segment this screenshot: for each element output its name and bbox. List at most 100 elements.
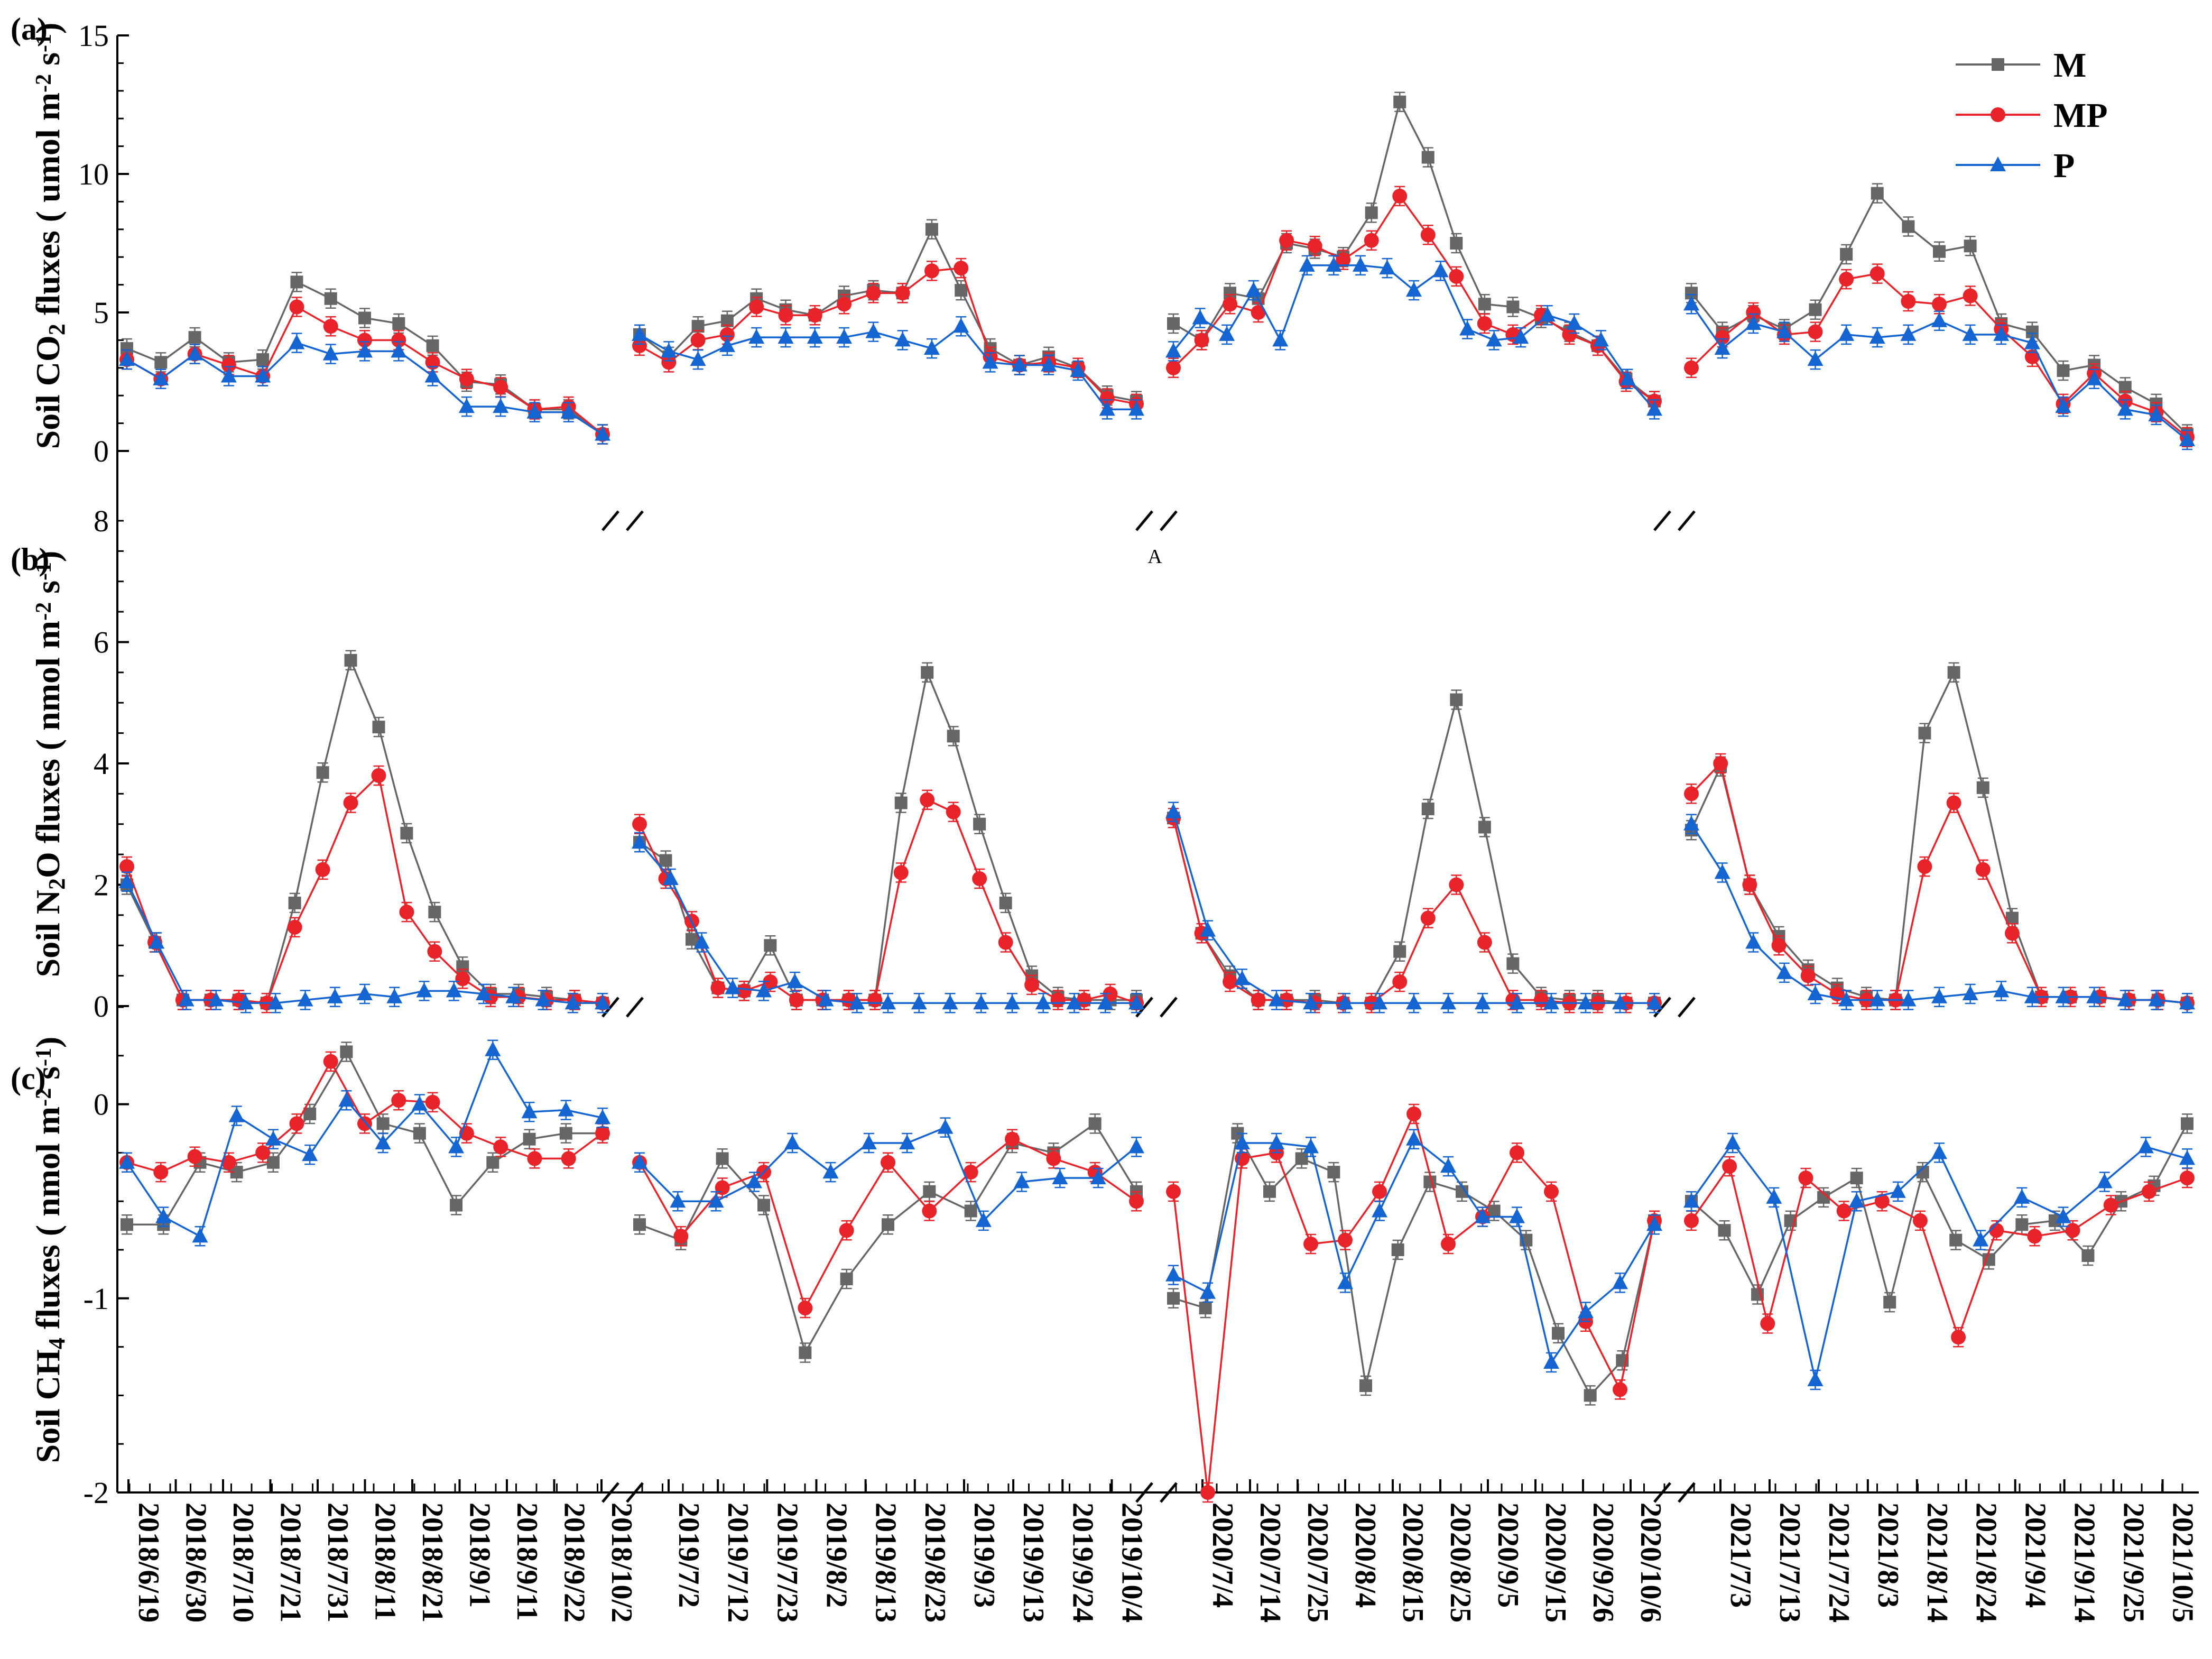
marker-square: [340, 1045, 353, 1058]
marker-triangle: [953, 318, 969, 333]
marker-triangle: [267, 994, 284, 1010]
marker-circle: [1613, 1382, 1627, 1397]
marker-circle: [673, 1229, 689, 1244]
marker-triangle: [880, 994, 896, 1010]
marker-circle: [946, 804, 961, 819]
marker-triangle: [1219, 326, 1235, 341]
marker-triangle: [595, 426, 610, 441]
legend-item: MP: [1956, 96, 2108, 135]
series-P-segment: [1683, 814, 2195, 1013]
series-MP-segment: [1166, 1103, 1662, 1503]
marker-triangle: [411, 1095, 428, 1111]
marker-circle: [1303, 1236, 1318, 1251]
marker-circle: [1963, 288, 1978, 303]
y-axis-label: Soil N2O fluxes ( nmol m-2 s-1): [29, 551, 70, 978]
marker-square: [376, 1117, 390, 1130]
axis-break-mark: [1653, 1482, 1671, 1503]
series-P-line: [1690, 1141, 2188, 1380]
marker-triangle: [1646, 994, 1662, 1010]
marker-triangle: [1269, 991, 1284, 1007]
marker-circle: [2027, 1229, 2042, 1244]
marker-square: [290, 275, 303, 289]
marker-square: [486, 1156, 499, 1169]
marker-triangle: [693, 934, 710, 949]
series-M-segment: [633, 662, 1143, 1010]
marker-triangle: [153, 370, 169, 385]
marker-triangle: [2148, 991, 2164, 1007]
legend-layer: M MP P: [1956, 46, 2108, 185]
marker-triangle: [1714, 340, 1730, 355]
marker-triangle: [424, 367, 441, 383]
legend-label: P: [2053, 146, 2075, 185]
marker-circle: [1836, 1203, 1852, 1219]
marker-square: [392, 317, 405, 330]
marker-triangle: [632, 834, 647, 849]
marker-circle: [1901, 294, 1916, 309]
marker-circle: [1713, 756, 1728, 771]
marker-square: [324, 292, 337, 305]
marker-triangle: [1128, 401, 1144, 416]
marker-triangle: [391, 343, 407, 358]
marker-square: [1964, 239, 1977, 253]
marker-triangle: [1766, 1188, 1782, 1204]
marker-circle: [972, 871, 987, 887]
marker-triangle: [265, 1130, 281, 1146]
marker-circle: [315, 862, 330, 877]
marker-square: [1478, 821, 1491, 834]
marker-triangle: [1406, 1130, 1422, 1146]
marker-triangle: [458, 398, 475, 413]
x-tick-label: 2018/8/11: [369, 1503, 402, 1621]
stray-mark: A: [1147, 546, 1162, 568]
marker-circle: [119, 859, 134, 874]
marker-circle: [1449, 877, 1464, 892]
marker-square: [1976, 781, 1989, 794]
marker-triangle: [1200, 1284, 1216, 1299]
marker-triangle: [1543, 1353, 1559, 1369]
marker-triangle: [1014, 1173, 1030, 1188]
marker-circle: [1510, 1145, 1524, 1160]
series-MP-segment: [119, 765, 610, 1013]
marker-triangle: [375, 1135, 391, 1150]
marker-circle: [1722, 1159, 1737, 1174]
marker-triangle: [1646, 401, 1662, 416]
marker-triangle: [1099, 401, 1115, 416]
marker-square: [2081, 1249, 2095, 1262]
x-tick-label: 2018/7/31: [321, 1503, 354, 1623]
marker-triangle: [1725, 1135, 1741, 1150]
legend-label: M: [2053, 46, 2086, 85]
marker-circle: [1989, 1223, 2004, 1238]
y-axis-label-part: s: [29, 52, 67, 74]
series-P-segment: [1165, 255, 1662, 420]
marker-square: [882, 1218, 894, 1231]
marker-square: [757, 1199, 770, 1212]
marker-square: [923, 1185, 936, 1198]
axis-break-mark: [1678, 997, 1696, 1018]
marker-triangle: [289, 334, 305, 349]
marker-circle: [1684, 1213, 1699, 1228]
marker-circle: [255, 1145, 271, 1160]
marker-circle: [399, 905, 414, 920]
marker-triangle: [1200, 921, 1216, 937]
marker-circle: [710, 980, 726, 996]
marker-triangle: [1539, 307, 1556, 322]
series-P-segment: [1683, 294, 2195, 450]
y-axis-label-part: Soil CO: [29, 335, 67, 449]
marker-circle: [1798, 1170, 1813, 1186]
marker-triangle: [357, 343, 373, 358]
axis-break-mark: [1135, 1482, 1153, 1503]
marker-triangle: [1303, 994, 1319, 1010]
y-axis-label-part: Soil CH: [29, 1349, 67, 1463]
marker-circle: [1024, 977, 1040, 992]
series-M-line: [1173, 1130, 1655, 1397]
marker-circle: [2180, 1170, 2195, 1186]
marker-square: [1167, 1292, 1180, 1305]
marker-square: [426, 339, 439, 352]
marker-circle: [1307, 238, 1322, 254]
marker-triangle: [338, 1092, 355, 1107]
series-M-line: [126, 657, 603, 1004]
x-tick-label: 2020/8/15: [1396, 1503, 1429, 1623]
marker-circle: [1251, 992, 1266, 1008]
marker-circle: [893, 865, 909, 880]
marker-triangle: [1973, 1231, 1989, 1247]
marker-circle: [1839, 272, 1854, 287]
